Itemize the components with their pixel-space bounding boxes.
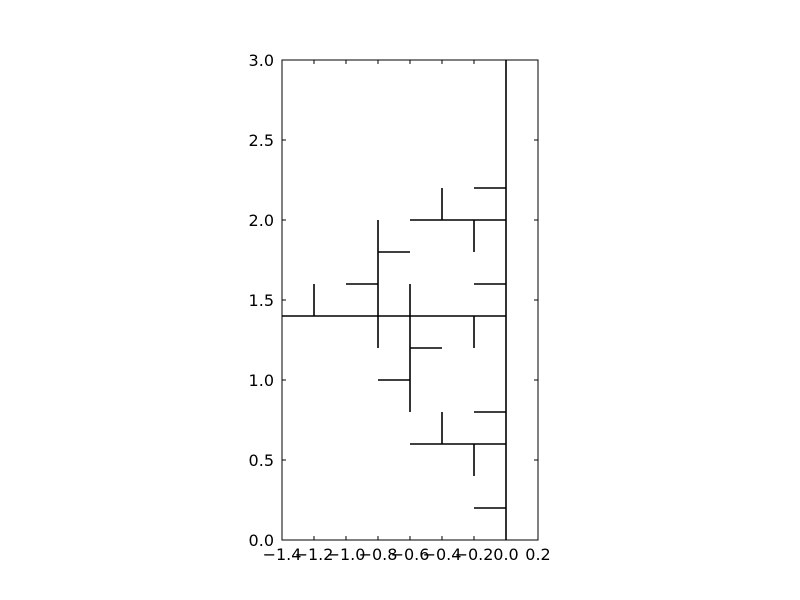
y-tick-label: 1.5 <box>249 291 274 310</box>
x-tick-label: 0.0 <box>493 545 518 564</box>
tick-labels: −1.4−1.2−1.0−0.8−0.6−0.4−0.2 0.0 0.20.00.5… <box>249 51 551 564</box>
plot-frame <box>281 59 539 541</box>
y-tick-label: 0.5 <box>249 451 274 470</box>
x-tick-label: −1.0 <box>327 545 366 564</box>
x-tick-label: −0.8 <box>359 545 398 564</box>
x-tick-label: 0.2 <box>525 545 550 564</box>
x-tick-label: −0.2 <box>455 545 494 564</box>
x-tick-label: −0.6 <box>391 545 430 564</box>
data-series <box>282 60 507 540</box>
x-tick-label: −0.4 <box>423 545 462 564</box>
y-tick-label: 0.0 <box>249 531 274 550</box>
y-tick-label: 3.0 <box>249 51 274 70</box>
y-tick-label: 2.5 <box>249 131 274 150</box>
x-tick-label: −1.2 <box>295 545 334 564</box>
y-tick-label: 1.0 <box>249 371 274 390</box>
x-tick-label: −1.4 <box>263 545 302 564</box>
y-tick-label: 2.0 <box>249 211 274 230</box>
